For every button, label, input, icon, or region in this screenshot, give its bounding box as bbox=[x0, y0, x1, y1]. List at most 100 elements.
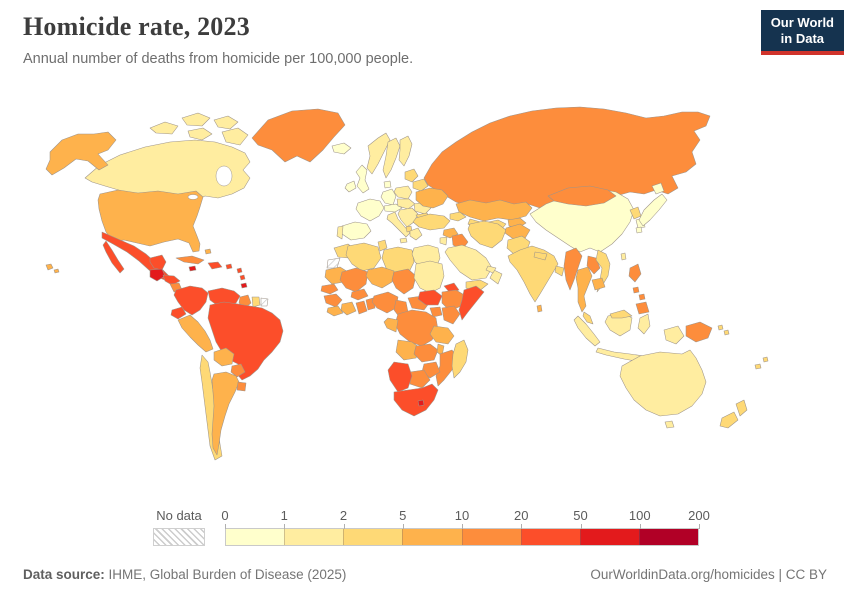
country-new-zealand[interactable] bbox=[719, 411, 739, 429]
country-usa[interactable] bbox=[97, 189, 204, 253]
country-canada[interactable] bbox=[221, 127, 249, 146]
country-czech-slovakia-hungary[interactable] bbox=[396, 198, 416, 210]
country-senegal[interactable] bbox=[320, 283, 339, 295]
country-solomon-islands[interactable] bbox=[717, 324, 724, 331]
country-brazil[interactable] bbox=[207, 301, 284, 381]
country-tanzania[interactable] bbox=[429, 325, 455, 345]
country-italy[interactable] bbox=[386, 211, 411, 238]
country-nepal[interactable] bbox=[533, 251, 548, 261]
country-somalia[interactable] bbox=[458, 285, 485, 321]
country-canada[interactable] bbox=[213, 115, 239, 130]
country-new-zealand[interactable] bbox=[735, 399, 748, 417]
country-madagascar[interactable] bbox=[451, 339, 469, 379]
country-belarus[interactable] bbox=[412, 178, 429, 192]
country-guatemala[interactable] bbox=[149, 268, 166, 282]
country-saudi-arabia[interactable] bbox=[444, 244, 493, 281]
country-cuba[interactable] bbox=[175, 255, 205, 265]
country-algeria[interactable] bbox=[345, 242, 382, 272]
country-philippines[interactable] bbox=[638, 293, 646, 301]
country-burkina-faso[interactable] bbox=[350, 288, 369, 301]
country-kazakhstan[interactable] bbox=[455, 199, 533, 222]
country-baltics[interactable] bbox=[404, 168, 419, 183]
country-indonesia[interactable] bbox=[573, 315, 601, 347]
legend-bin-50-100[interactable] bbox=[579, 529, 639, 545]
country-malaysia[interactable] bbox=[609, 309, 633, 319]
country-south-africa[interactable] bbox=[393, 383, 439, 417]
country-lesser-antilles[interactable] bbox=[239, 274, 246, 281]
country-taiwan[interactable] bbox=[620, 252, 627, 261]
country-hispaniola[interactable] bbox=[207, 261, 223, 270]
country-peru[interactable] bbox=[177, 314, 214, 353]
country-greenland[interactable] bbox=[251, 108, 346, 163]
country-uk[interactable] bbox=[355, 164, 370, 194]
country-bahamas[interactable] bbox=[204, 248, 212, 255]
country-sudan[interactable] bbox=[413, 260, 445, 294]
country-honduras[interactable] bbox=[162, 274, 181, 286]
country-uruguay[interactable] bbox=[236, 381, 247, 392]
country-niger[interactable] bbox=[365, 266, 395, 289]
owid-logo[interactable]: Our World in Data bbox=[760, 10, 844, 55]
country-jamaica[interactable] bbox=[188, 265, 197, 272]
legend-bin-1-2[interactable] bbox=[284, 529, 344, 545]
country-greece[interactable] bbox=[409, 227, 423, 241]
country-paraguay[interactable] bbox=[230, 363, 246, 378]
country-australia[interactable] bbox=[664, 420, 675, 429]
country-usa-hawaii[interactable] bbox=[45, 263, 54, 271]
country-spain[interactable] bbox=[341, 221, 372, 241]
country-australia[interactable] bbox=[619, 349, 707, 417]
country-zambia[interactable] bbox=[413, 343, 439, 363]
country-japan[interactable] bbox=[651, 182, 665, 195]
country-sierra-leone-liberia[interactable] bbox=[326, 305, 344, 317]
country-germany[interactable] bbox=[380, 188, 397, 206]
country-sri-lanka[interactable] bbox=[536, 304, 543, 313]
country-japan[interactable] bbox=[638, 193, 668, 227]
country-gabon-congo[interactable] bbox=[383, 317, 399, 333]
country-caucasus[interactable] bbox=[449, 211, 467, 222]
country-western-sahara[interactable] bbox=[326, 257, 341, 269]
country-iran[interactable] bbox=[467, 220, 507, 249]
legend-no-data[interactable]: No data bbox=[153, 508, 205, 546]
country-canada[interactable] bbox=[149, 121, 179, 135]
country-thailand[interactable] bbox=[575, 266, 593, 313]
legend-bin-2-5[interactable] bbox=[343, 529, 403, 545]
country-turkey[interactable] bbox=[412, 213, 451, 231]
country-usa-hawaii[interactable] bbox=[53, 268, 60, 274]
country-mali[interactable] bbox=[339, 267, 369, 293]
country-fiji[interactable] bbox=[754, 363, 762, 370]
country-uae-qatar[interactable] bbox=[485, 265, 497, 274]
country-ghana[interactable] bbox=[355, 300, 368, 315]
country-puerto-rico[interactable] bbox=[225, 263, 233, 270]
country-indonesia[interactable] bbox=[637, 313, 651, 335]
country-philippines[interactable] bbox=[635, 301, 650, 315]
country-guinea[interactable] bbox=[323, 293, 343, 308]
country-suriname[interactable] bbox=[251, 296, 261, 308]
country-cambodia[interactable] bbox=[591, 277, 606, 291]
country-ireland[interactable] bbox=[344, 180, 357, 193]
country-bolivia[interactable] bbox=[213, 347, 235, 367]
country-ivory-coast[interactable] bbox=[340, 301, 357, 316]
country-namibia[interactable] bbox=[387, 361, 413, 393]
legend-bin-5-10[interactable] bbox=[402, 529, 462, 545]
country-oman[interactable] bbox=[489, 269, 503, 285]
country-solomon-islands[interactable] bbox=[723, 329, 730, 336]
country-png[interactable] bbox=[685, 321, 713, 343]
country-venezuela[interactable] bbox=[207, 287, 241, 308]
country-drc[interactable] bbox=[394, 309, 439, 347]
country-italy[interactable] bbox=[399, 237, 408, 244]
country-canada[interactable] bbox=[187, 127, 213, 141]
country-trinidad[interactable] bbox=[240, 282, 248, 289]
country-chad[interactable] bbox=[391, 268, 417, 295]
country-bangladesh[interactable] bbox=[554, 265, 565, 277]
country-canada[interactable] bbox=[181, 112, 211, 127]
country-poland[interactable] bbox=[393, 185, 413, 200]
country-finland[interactable] bbox=[398, 135, 413, 167]
country-kenya[interactable] bbox=[441, 305, 461, 325]
country-india[interactable] bbox=[507, 245, 559, 303]
legend-bin-20-50[interactable] bbox=[520, 529, 580, 545]
country-nigeria[interactable] bbox=[371, 291, 399, 314]
country-french-guiana[interactable] bbox=[260, 297, 269, 307]
country-switzerland-austria[interactable] bbox=[383, 203, 403, 213]
country-ukraine[interactable] bbox=[415, 187, 449, 209]
country-argentina[interactable] bbox=[211, 371, 240, 456]
country-myanmar[interactable] bbox=[563, 247, 583, 291]
